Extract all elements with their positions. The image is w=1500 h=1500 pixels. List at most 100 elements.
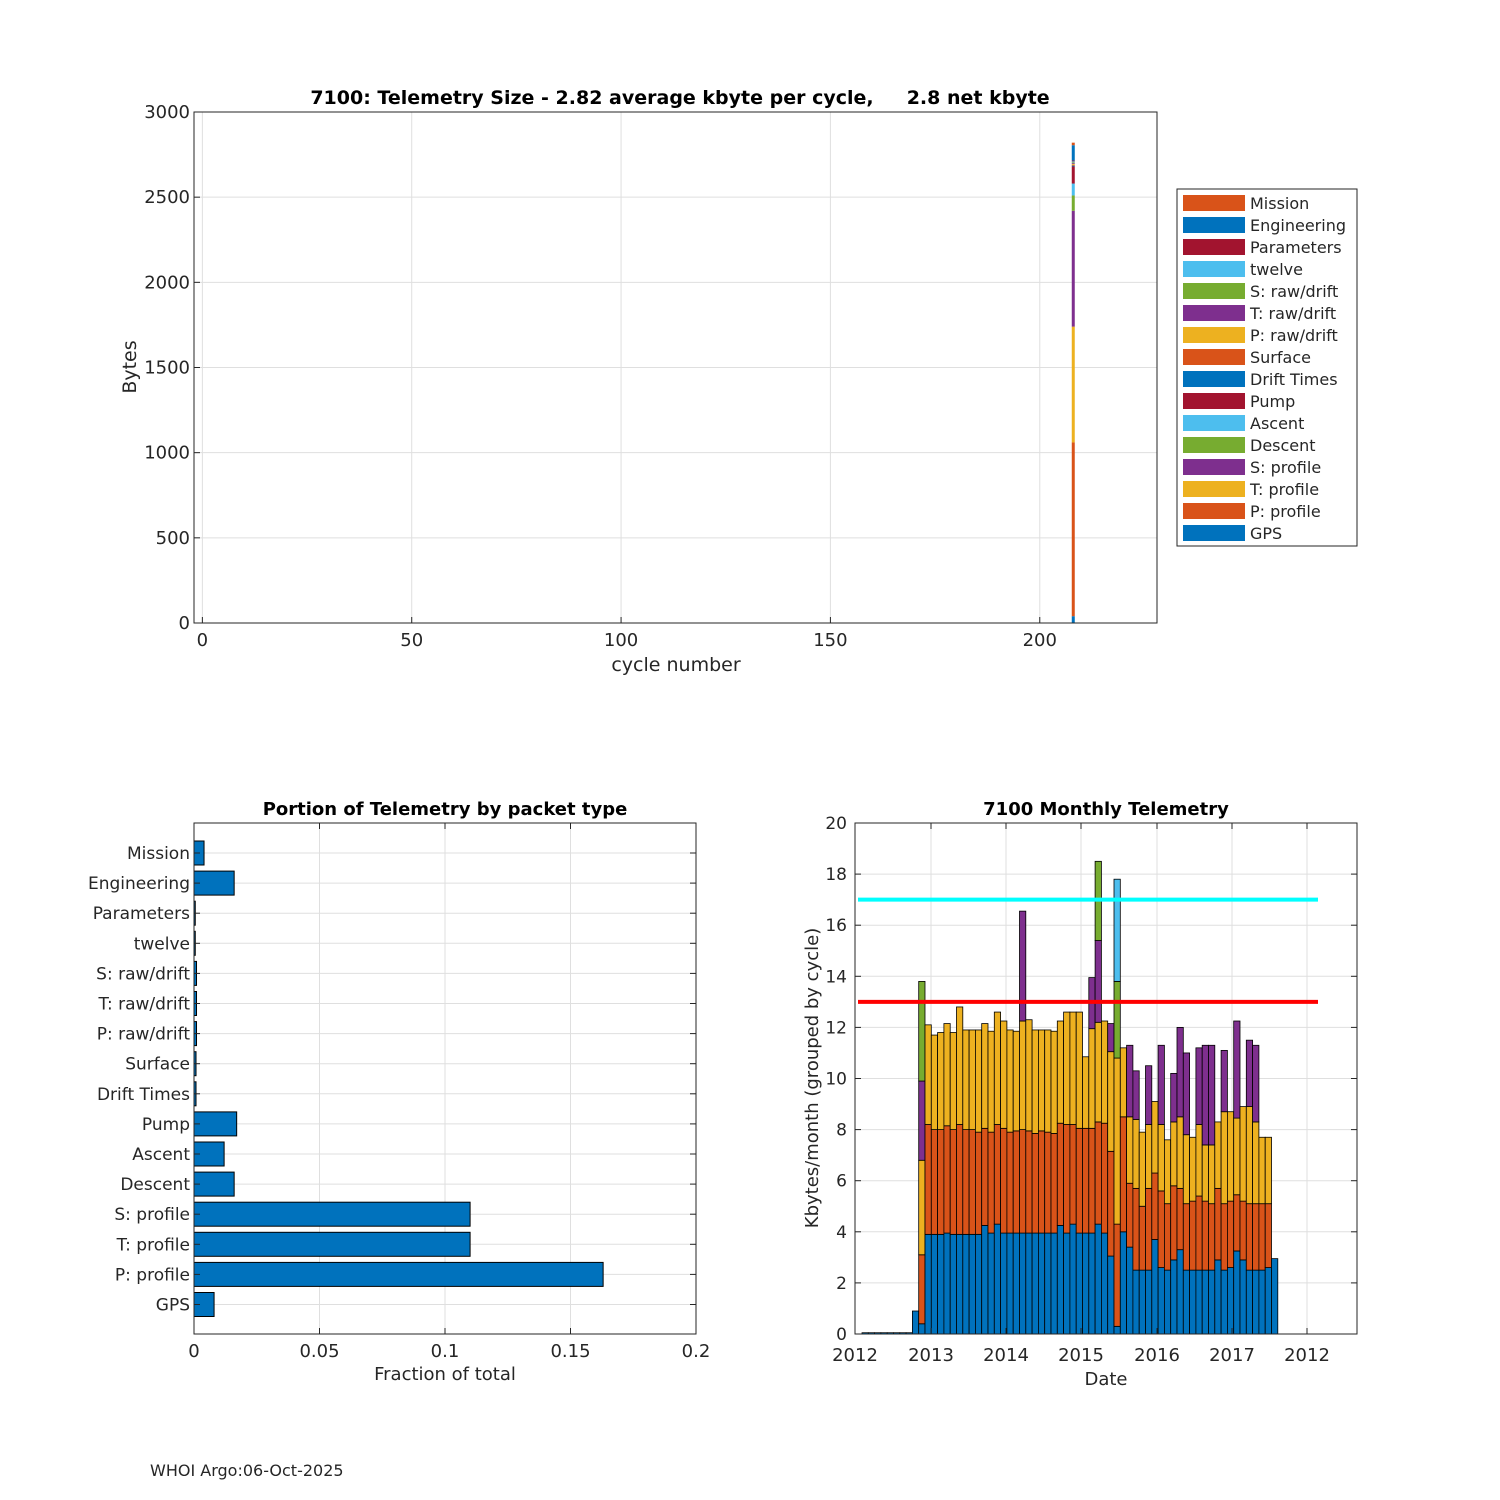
chart3-bar-segment — [1151, 1239, 1159, 1335]
chart1-ytick-label: 2500 — [144, 187, 190, 208]
chart3-bar-segment — [1101, 1232, 1109, 1335]
chart1-xtick-label: 0 — [197, 630, 208, 651]
chart1-xtick-label: 150 — [813, 630, 847, 651]
chart3-bar-segment — [1138, 1269, 1146, 1335]
chart3-bar-segment — [1132, 1070, 1140, 1120]
chart3-bar-segment — [943, 1125, 951, 1234]
chart3-bar-segment — [962, 1029, 970, 1130]
chart3-bar-segment — [1050, 1133, 1058, 1234]
chart3-bar-segment — [987, 1131, 995, 1234]
chart2-category-label: GPS — [156, 1296, 190, 1316]
legend-label: twelve — [1250, 260, 1303, 279]
chart1-xtick-label: 50 — [400, 630, 423, 651]
chart3-bar-segment — [1088, 1028, 1096, 1129]
chart1-title: 7100: Telemetry Size - 2.82 average kbyt… — [310, 87, 1049, 109]
chart3-xtick-label: 2013 — [908, 1345, 954, 1366]
chart3-bar-segment — [1113, 878, 1121, 982]
chart3-bar-segment — [1126, 1182, 1134, 1248]
chart3-bar-segment — [975, 1029, 983, 1133]
chart3-bar-segment — [1157, 1124, 1165, 1192]
legend-label: Drift Times — [1250, 370, 1338, 389]
chart3-bar-segment — [1245, 1039, 1254, 1108]
chart3-bar-segment — [918, 981, 926, 1082]
chart3-bar-segment — [1252, 1121, 1260, 1205]
chart3-bar-segment — [1201, 1269, 1209, 1335]
chart1-ytick-label: 1500 — [144, 358, 190, 379]
chart3-bar-segment — [981, 1023, 989, 1129]
chart3-bar-segment — [1050, 1030, 1058, 1134]
chart3-bar-segment — [1138, 1131, 1146, 1207]
chart3-bar-segment — [1145, 1065, 1153, 1125]
chart3-bar-segment — [1264, 1203, 1272, 1268]
chart3-bar-segment — [1170, 1072, 1178, 1123]
chart1-bar-segment-ascent — [1071, 183, 1075, 196]
chart3-bar-segment — [956, 1124, 964, 1235]
chart3-bar-segment — [975, 1131, 983, 1235]
chart3-xtick-label: 2012 — [1284, 1345, 1330, 1366]
chart3-bar-segment — [1176, 1187, 1184, 1251]
chart3-bar-segment — [1233, 1020, 1241, 1119]
chart3-bar-segment — [930, 1129, 938, 1235]
legend-swatch — [1183, 503, 1245, 519]
chart3-bar-segment — [1107, 1150, 1115, 1257]
chart3-bar-segment — [1164, 1203, 1172, 1271]
chart3-bar-segment — [1094, 940, 1102, 1023]
chart2-bar — [193, 1261, 604, 1287]
chart3-bar-segment — [1044, 1131, 1052, 1234]
legend-label: P: raw/drift — [1250, 326, 1338, 345]
chart3-bar-segment — [1056, 1122, 1065, 1226]
chart1-bar-segment-pump — [1071, 166, 1075, 184]
chart3-bar-segment — [1189, 1200, 1197, 1271]
chart3-bars — [861, 860, 1279, 1335]
chart3-bar-segment — [949, 1032, 957, 1131]
chart3-bar-segment — [993, 1124, 1001, 1225]
chart3-bar-segment — [1063, 1124, 1071, 1234]
chart3-bar-segment — [1182, 1203, 1191, 1271]
chart3-bar-segment — [1101, 1122, 1109, 1234]
legend-swatch — [1183, 349, 1245, 365]
chart3-bar-segment — [1208, 1203, 1216, 1271]
chart3-bar-segment — [1195, 1269, 1203, 1335]
legend-swatch — [1183, 437, 1245, 453]
chart3-ytick-label: 4 — [836, 1223, 847, 1243]
chart3-bar-segment — [1170, 1185, 1178, 1261]
chart3-bar-segment — [924, 1024, 932, 1125]
chart2-category-label: S: raw/drift — [96, 964, 190, 984]
chart2-category-label: T: profile — [116, 1235, 190, 1255]
chart3-bar-segment — [1019, 1020, 1027, 1131]
chart3-bar-segment — [912, 1310, 920, 1335]
chart2-bar — [193, 870, 235, 896]
chart3-bar-segment — [930, 1034, 938, 1130]
chart3-bar-segment — [1138, 1205, 1146, 1271]
chart3-bar-segment — [1170, 1259, 1178, 1335]
chart3-bar-segment — [1113, 1057, 1121, 1225]
chart3-bar-segment — [968, 1233, 976, 1335]
legend-swatch — [1183, 283, 1245, 299]
chart3-bar-segment — [1019, 910, 1027, 1022]
chart3-bar-segment — [1101, 1020, 1109, 1124]
chart3-bar-segment — [930, 1233, 938, 1335]
chart3-bar-segment — [1258, 1136, 1266, 1205]
chart3-bar-segment — [1239, 1106, 1247, 1202]
chart3-bar-segment — [1069, 1223, 1077, 1335]
chart3-ytick-label: 18 — [825, 865, 847, 885]
legend-swatch — [1183, 305, 1245, 321]
chart3-bar-segment — [1056, 1225, 1065, 1335]
chart3-bar-segment — [1201, 1144, 1209, 1202]
chart3-bar-segment — [1094, 1121, 1102, 1225]
chart1-bar-segment-gps — [1071, 616, 1075, 623]
chart3-bar-segment — [987, 1030, 995, 1133]
chart3-xtick-label: 2014 — [983, 1345, 1029, 1366]
legend-label: Engineering — [1250, 216, 1346, 235]
chart1-ylabel: Bytes — [119, 340, 141, 393]
chart3-bar-segment — [1151, 1172, 1159, 1240]
chart3-bar-segment — [1252, 1269, 1260, 1335]
chart3-bar-segment — [1227, 1200, 1235, 1268]
chart3-bar-segment — [1031, 1133, 1039, 1234]
chart3-bar-segment — [1126, 1246, 1134, 1335]
chart3-bar-segment — [1245, 1203, 1254, 1271]
chart3-bar-segment — [956, 1233, 964, 1335]
chart3-bar-segment — [1038, 1232, 1046, 1335]
chart3-bar-segment — [1069, 1124, 1077, 1225]
